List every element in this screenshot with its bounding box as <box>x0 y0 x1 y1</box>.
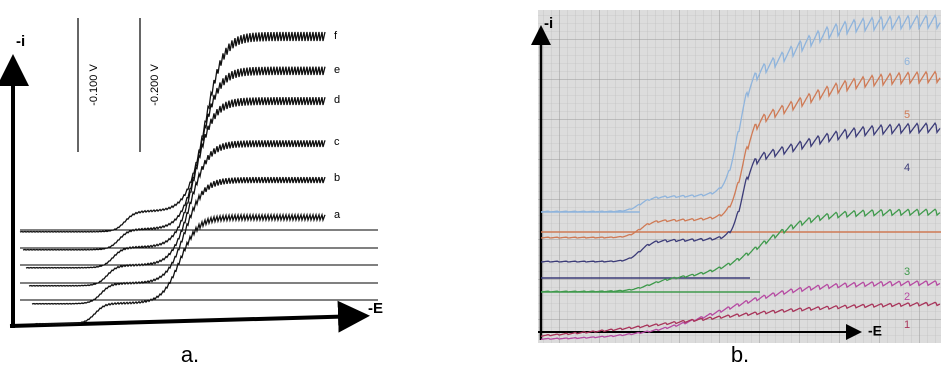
polarogram <box>23 67 325 250</box>
y-axis-label: -i <box>544 15 553 32</box>
figure: -0.100 V -0.200 V -i -E a. f e d c b a -i -E … <box>0 0 941 372</box>
polarogram <box>29 140 325 286</box>
x-axis-label: -E <box>868 323 882 339</box>
grid <box>538 10 941 343</box>
curve-label: a <box>334 209 341 221</box>
polarogram <box>20 32 325 232</box>
curve-label: d <box>334 94 340 106</box>
curve-label: c <box>334 136 340 148</box>
curve-label: f <box>334 30 338 42</box>
caption: a. <box>181 342 199 367</box>
polarogram <box>26 97 325 268</box>
x-axis-label: -E <box>368 300 383 317</box>
y-axis-label: -i <box>16 33 25 50</box>
curve-label: e <box>334 64 340 76</box>
panel-a: -0.100 V -0.200 V -i -E a. f e d c b a <box>10 18 383 367</box>
curve-label: 4 <box>904 162 910 174</box>
potential-label: -0.100 V <box>88 64 100 106</box>
curve-label: b <box>334 172 340 184</box>
curve-label: 6 <box>904 56 910 68</box>
curve-label: 5 <box>904 109 910 121</box>
curve-label: 1 <box>904 319 910 331</box>
potential-label: -0.200 V <box>149 64 161 106</box>
x-axis <box>10 316 362 326</box>
curve-label: 3 <box>904 266 910 278</box>
panel-b: -i -E b. 6 5 4 3 2 1 <box>538 10 941 367</box>
curve-label: 2 <box>904 291 910 303</box>
caption: b. <box>731 342 749 367</box>
